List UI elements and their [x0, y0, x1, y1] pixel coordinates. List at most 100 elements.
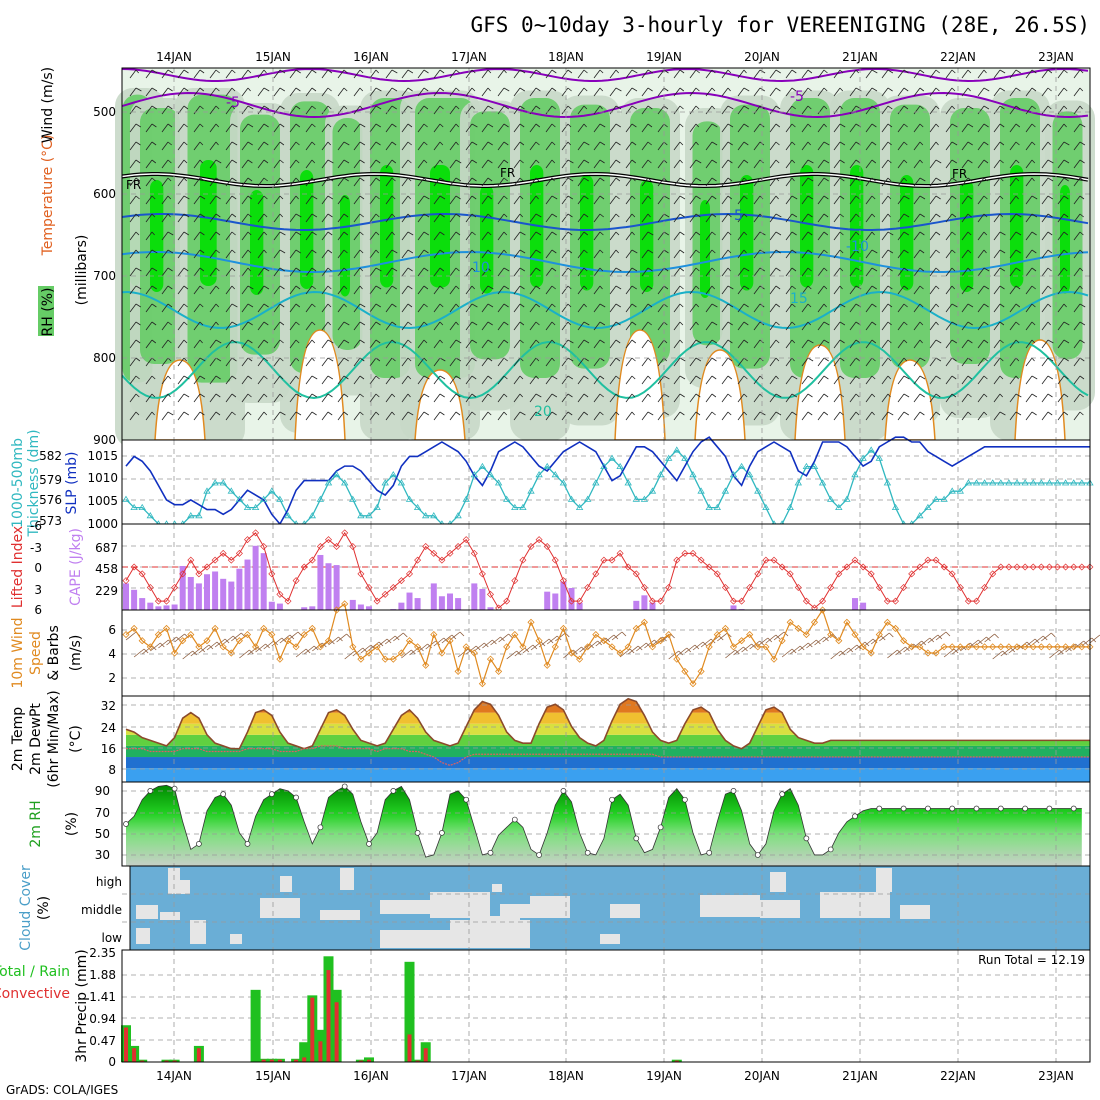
upper-wind-barb	[785, 69, 797, 79]
upper-wind-barb	[545, 159, 556, 169]
upper-wind-barb	[209, 87, 220, 97]
cape-bar	[576, 602, 583, 610]
thickness-marker	[1029, 479, 1037, 486]
upper-wind-barb	[977, 375, 988, 385]
upper-wind-barb	[337, 285, 348, 295]
lifted-index-marker	[478, 570, 486, 578]
upper-wind-barb	[1057, 393, 1069, 403]
lifted-index-marker	[989, 570, 997, 578]
wind10m-barb	[336, 633, 351, 643]
upper-wind-barb	[209, 105, 220, 115]
wind10m-marker	[875, 631, 883, 639]
thickness-marker	[729, 471, 738, 478]
upper-wind-barb	[513, 393, 523, 403]
upper-wind-barb	[625, 339, 637, 349]
upper-wind-barb	[1057, 123, 1067, 133]
thickness-marker	[1013, 479, 1021, 486]
upper-wind-barb	[145, 303, 157, 313]
wind10m-marker	[640, 618, 648, 626]
upper-wind-barb	[1009, 69, 1021, 79]
lifted-index-marker	[389, 584, 397, 591]
upper-wind-barb	[993, 393, 1003, 403]
upper-wind-barb	[145, 159, 157, 169]
upper-wind-barb	[545, 285, 556, 295]
upper-wind-barb	[225, 249, 236, 259]
thickness-marker	[494, 479, 503, 486]
lifted-index-marker	[981, 584, 989, 591]
contour-label-fr-a: FR	[126, 178, 141, 192]
upper-wind-barb	[913, 177, 926, 187]
thickness-marker	[332, 471, 341, 478]
upper-wind-barb	[657, 321, 668, 331]
upper-wind-barb	[961, 339, 973, 349]
upper-wind-barb	[945, 177, 957, 187]
upper-wind-barb	[385, 177, 396, 187]
upper-wind-barb	[993, 321, 1005, 331]
upper-wind-barb	[833, 249, 844, 259]
upper-wind-barb	[705, 285, 715, 295]
upper-wind-barb	[481, 141, 493, 151]
upper-wind-barb	[689, 141, 699, 151]
wind10m-marker	[527, 618, 535, 626]
wind10m-marker	[414, 643, 422, 651]
thickness-marker	[721, 487, 730, 494]
thickness-marker	[567, 495, 576, 502]
upper-wind-barb	[705, 267, 716, 277]
upper-wind-barb	[545, 231, 557, 241]
thickness-marker	[875, 454, 884, 461]
upper-wind-barb	[769, 357, 780, 367]
upper-wind-barb	[673, 393, 685, 403]
upper-wind-barb	[929, 285, 940, 295]
upper-wind-barb	[641, 267, 653, 277]
upper-wind-barb	[529, 303, 541, 313]
upper-wind-barb	[257, 177, 268, 187]
wind10m-marker	[940, 643, 948, 651]
upper-wind-barb	[481, 303, 494, 313]
upper-wind-barb	[1041, 177, 1054, 187]
upper-wind-barb	[145, 213, 156, 223]
lifted-index-marker	[373, 597, 381, 605]
upper-wind-barb	[145, 393, 156, 403]
upper-wind-barb	[337, 123, 347, 133]
warm-pocket	[884, 359, 936, 441]
thickness-marker	[397, 479, 406, 486]
upper-wind-barb	[913, 159, 923, 169]
upper-wind-barb	[145, 267, 158, 277]
upper-wind-barb	[801, 213, 813, 223]
upper-wind-barb	[721, 303, 734, 313]
precip-convective-bar	[164, 1060, 169, 1062]
upper-wind-barb	[705, 393, 717, 403]
upper-wind-barb	[529, 267, 541, 277]
precip-tick-2.35: 2.35	[89, 946, 116, 960]
upper-wind-barb	[865, 339, 877, 349]
cape-bar	[147, 602, 154, 610]
upper-wind-barb	[737, 159, 749, 169]
cloud-unit: (%)	[36, 896, 52, 920]
upper-wind-barb	[913, 105, 924, 115]
upper-wind-barb	[769, 267, 781, 277]
upper-wind-barb	[177, 321, 188, 331]
upper-wind-barb	[561, 357, 574, 367]
upper-wind-barb	[513, 357, 524, 367]
upper-wind-barb	[593, 177, 605, 187]
upper-wind-barb	[593, 141, 606, 151]
thickness-marker	[381, 479, 389, 486]
upper-wind-barb	[945, 249, 956, 259]
upper-wind-barb	[897, 141, 908, 151]
wind10m-marker	[657, 637, 665, 645]
upper-wind-barb	[929, 339, 942, 349]
cape-bar	[398, 602, 405, 610]
thickness-marker	[616, 462, 624, 469]
upper-wind-barb	[769, 123, 781, 133]
upper-wind-barb	[769, 411, 782, 421]
thickness-marker	[640, 495, 649, 502]
upper-wind-barb	[625, 231, 635, 241]
upper-wind-barb	[529, 195, 539, 205]
lifted-index-marker	[1054, 563, 1061, 571]
upper-wind-barb	[881, 357, 892, 367]
precip-panel-frame	[121, 949, 1091, 1063]
upper-wind-barb	[401, 231, 414, 241]
upper-wind-barb	[209, 411, 221, 421]
wind10m-marker	[608, 643, 616, 651]
rh-marker	[463, 796, 470, 803]
